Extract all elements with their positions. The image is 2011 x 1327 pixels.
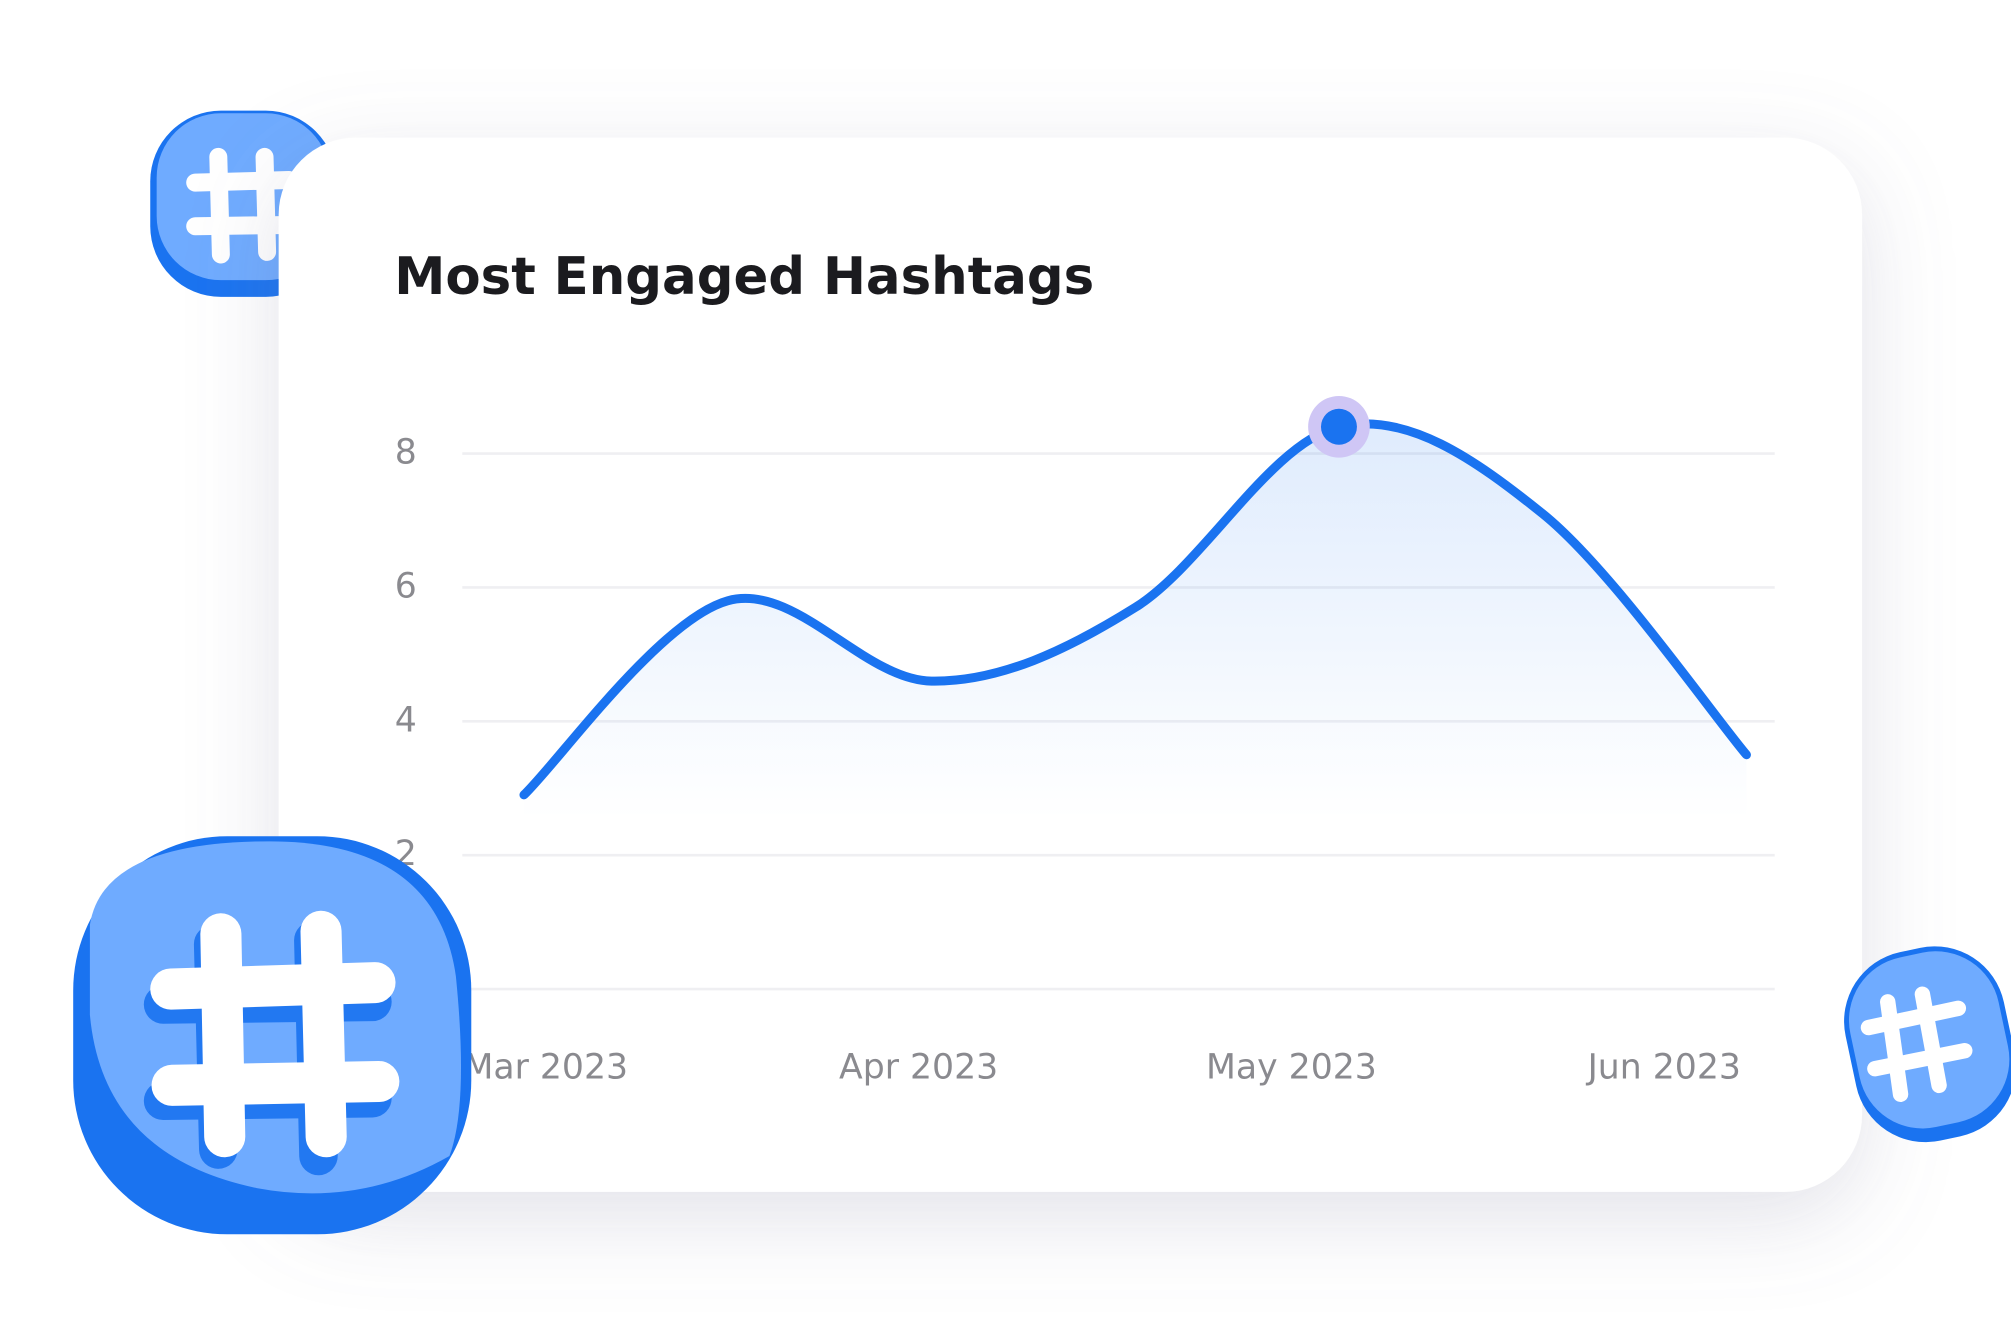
- right-hashtag-icon: [1844, 946, 2011, 1143]
- large-hashtag-icon: [73, 836, 472, 1235]
- line: [519, 419, 1751, 800]
- x-tick-label: Jun 2023: [1586, 1048, 1741, 1088]
- chart-title: Most Engaged Hashtags: [394, 247, 1094, 307]
- x-tick-label: Mar 2023: [463, 1048, 628, 1088]
- y-tick-label: 6: [395, 566, 417, 606]
- highlight-point: [1320, 408, 1357, 445]
- area: [523, 423, 1747, 990]
- y-tick-label: 8: [395, 433, 417, 473]
- y-tick-label: 4: [395, 700, 417, 740]
- x-tick-label: May 2023: [1206, 1048, 1377, 1088]
- x-tick-label: Apr 2023: [839, 1048, 998, 1088]
